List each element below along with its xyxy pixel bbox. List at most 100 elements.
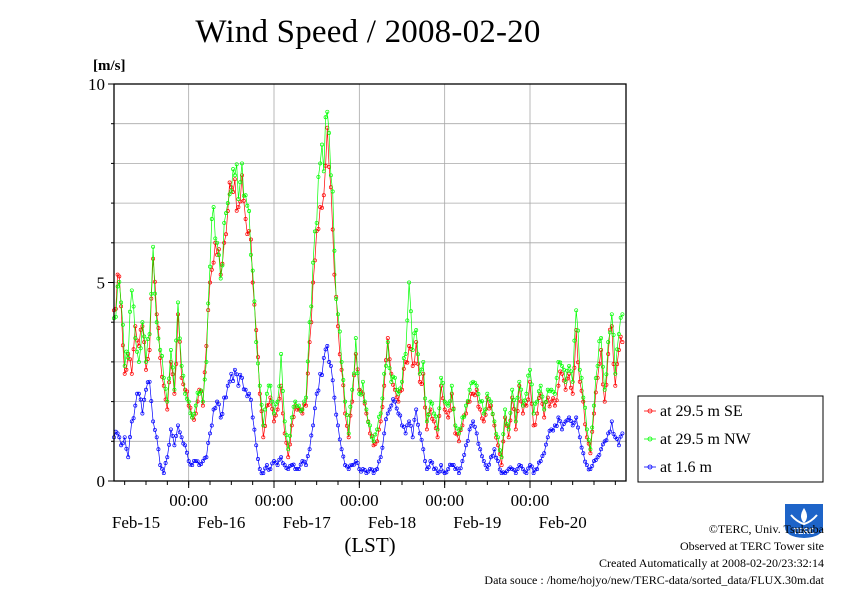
series-point (339, 367, 344, 372)
series-point (586, 467, 591, 472)
series-point (593, 376, 598, 381)
series-point (152, 427, 157, 432)
created-text: Created Automatically at 2008-02-20/23:3… (599, 556, 824, 570)
series-point (584, 427, 589, 432)
series-point (366, 469, 371, 474)
series-point (508, 410, 513, 415)
series-point (161, 375, 166, 380)
series-point (412, 417, 417, 422)
series-point (419, 382, 424, 386)
series-point (565, 368, 570, 373)
series-point (494, 431, 499, 436)
series-point (232, 177, 237, 182)
series-point (273, 460, 278, 465)
series-point (179, 363, 184, 368)
series-point (275, 407, 280, 412)
series-point (252, 427, 257, 432)
series-point (513, 427, 518, 432)
series-point (311, 423, 316, 428)
series-point (392, 375, 397, 380)
series-point (373, 442, 378, 446)
series-point (286, 447, 291, 452)
series-point (385, 411, 390, 416)
series-point (368, 423, 372, 428)
series-point (542, 451, 547, 456)
series-point (387, 407, 392, 412)
series-point (170, 365, 175, 370)
series-point (248, 397, 253, 402)
series-point (412, 361, 417, 366)
series-point (227, 379, 232, 384)
series-point (371, 471, 376, 476)
series-point (160, 354, 164, 358)
series-point (497, 451, 502, 456)
series-point (140, 320, 145, 325)
series-point (499, 463, 504, 468)
series-point (513, 419, 518, 424)
series-point (520, 467, 525, 472)
series-point (176, 312, 180, 317)
series-point (147, 332, 152, 337)
series-point (599, 336, 604, 341)
series-point (458, 426, 463, 431)
series-point (519, 464, 524, 468)
series-point (576, 425, 580, 430)
series-point (567, 363, 572, 368)
series-point (380, 445, 385, 450)
series-point (266, 383, 271, 388)
series-point (231, 190, 236, 194)
series-point (200, 459, 205, 464)
series-point (344, 464, 349, 469)
series-point (467, 387, 472, 392)
series-point (268, 383, 273, 388)
series-point (261, 471, 266, 476)
series-point (378, 455, 383, 460)
series-point (224, 395, 228, 400)
series-point (497, 448, 502, 453)
series-point (432, 411, 436, 416)
series-point (608, 429, 612, 434)
series-point (401, 424, 406, 429)
series-point (604, 382, 609, 387)
y-unit-label: [m/s] (93, 58, 126, 74)
series-point (136, 359, 141, 364)
series-point (341, 454, 346, 459)
series-point (336, 324, 340, 329)
series-point (321, 193, 326, 198)
series-point (449, 463, 454, 468)
series-point (414, 340, 419, 345)
series-point (330, 227, 335, 232)
series-point (195, 399, 200, 404)
series-point (416, 352, 420, 357)
series-point (574, 415, 579, 420)
series-point (133, 336, 138, 341)
series-point (147, 348, 152, 352)
series-point (426, 465, 431, 470)
series-point (272, 419, 276, 424)
series-point (407, 280, 412, 285)
series-point (615, 362, 620, 367)
series-point (446, 415, 451, 420)
series-point (584, 463, 589, 468)
x-date-label: Feb-18 (368, 513, 416, 532)
series-point (188, 462, 193, 467)
series-point (476, 441, 481, 446)
series-point (618, 315, 623, 320)
series-point (213, 406, 218, 411)
series-point (497, 467, 502, 472)
series-point (595, 363, 600, 368)
series-point (344, 423, 349, 428)
series-point (417, 371, 422, 376)
series-point (288, 442, 292, 447)
series-point (133, 324, 138, 329)
series-point (492, 447, 497, 452)
series-point (389, 403, 394, 408)
series-point (323, 347, 328, 352)
series-point (152, 279, 157, 284)
series-point (289, 463, 294, 468)
series-point (474, 431, 479, 436)
series-point (487, 462, 492, 467)
series-point (270, 399, 275, 404)
series-point (478, 447, 483, 452)
series-point (419, 437, 424, 442)
